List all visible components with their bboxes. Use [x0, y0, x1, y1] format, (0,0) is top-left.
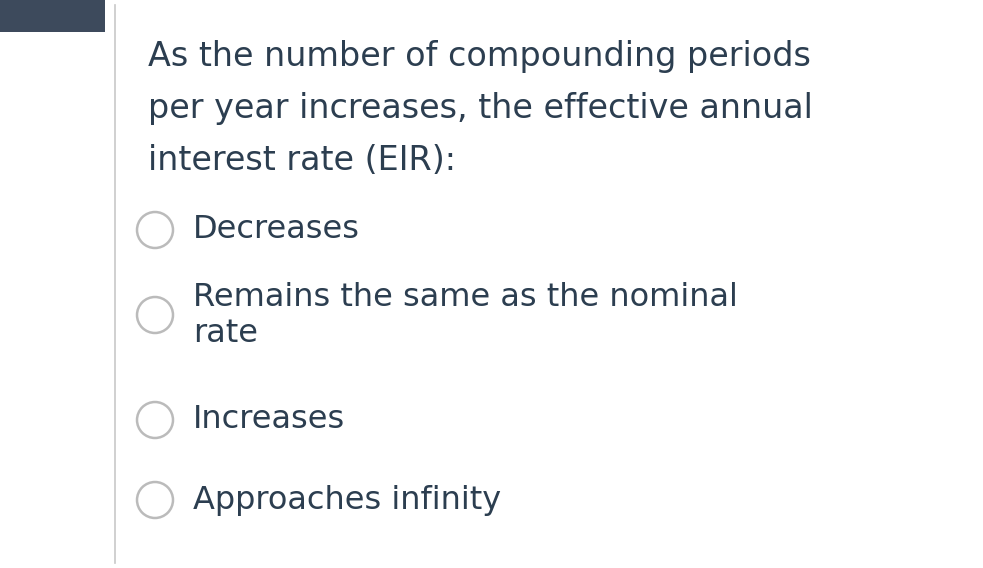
Bar [0, 0, 105, 32]
Text: Approaches infinity: Approaches infinity [193, 485, 501, 516]
Text: Decreases: Decreases [193, 215, 360, 245]
Text: interest rate (EIR):: interest rate (EIR): [148, 144, 456, 177]
Text: per year increases, the effective annual: per year increases, the effective annual [148, 92, 813, 125]
Ellipse shape [137, 402, 173, 438]
Text: As the number of compounding periods: As the number of compounding periods [148, 40, 811, 73]
Ellipse shape [137, 212, 173, 248]
Text: Increases: Increases [193, 404, 345, 436]
Ellipse shape [137, 482, 173, 518]
Text: Remains the same as the nominal: Remains the same as the nominal [193, 282, 738, 312]
Ellipse shape [137, 297, 173, 333]
Text: rate: rate [193, 318, 258, 349]
